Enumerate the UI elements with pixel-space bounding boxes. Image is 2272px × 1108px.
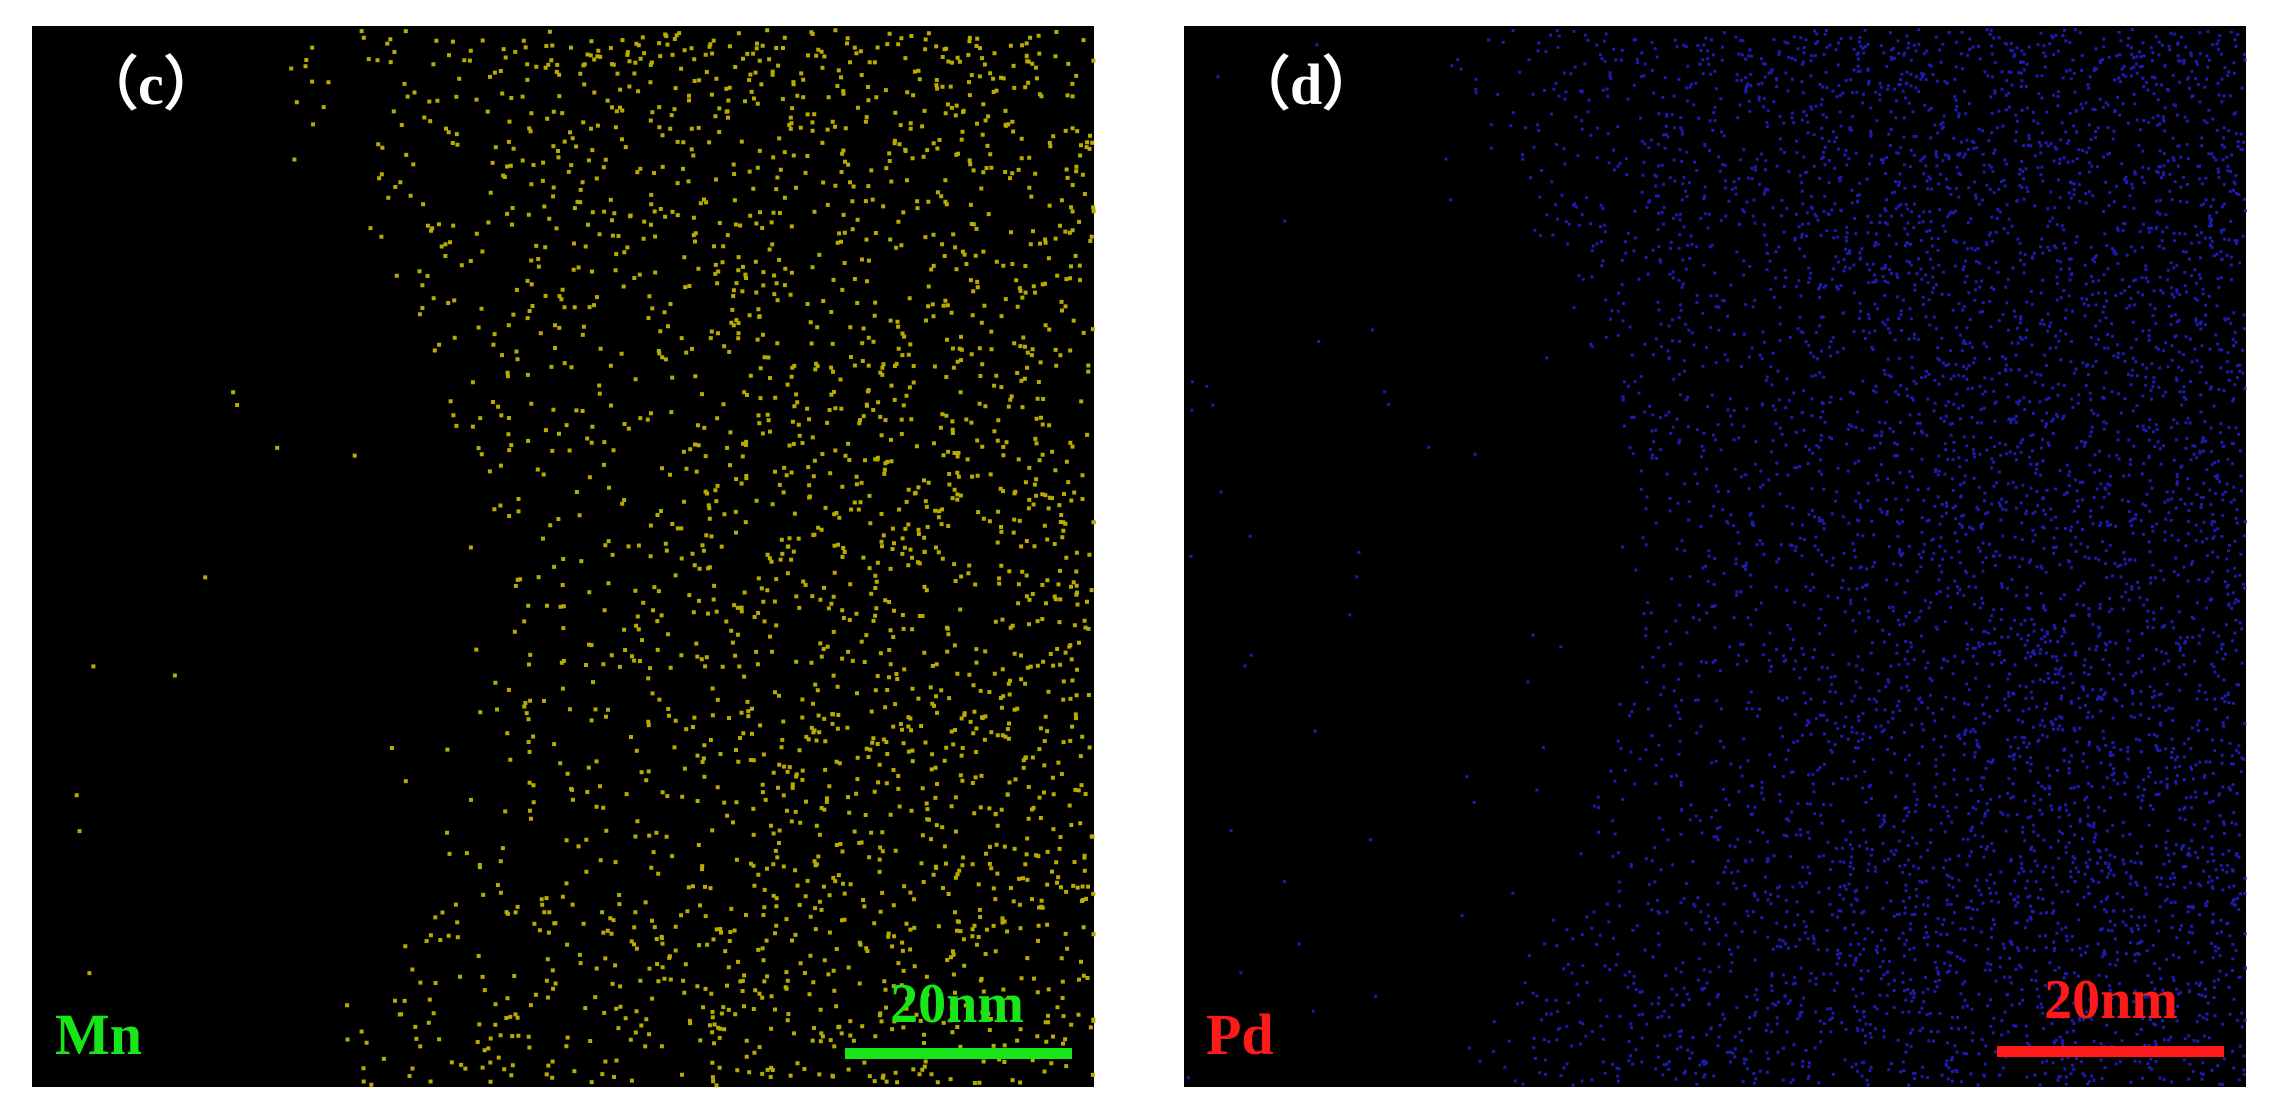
- element-label: Pd: [1206, 1002, 1274, 1067]
- panel-pd-map: （d） Pd 20nm: [1184, 26, 2247, 1087]
- pd-signal: [1186, 28, 2247, 1087]
- map-frame: [1184, 26, 2246, 1087]
- panel-label: （d）: [1232, 52, 1380, 117]
- scale-bar: [1997, 1046, 2224, 1057]
- scale-bar-label: 20nm: [2044, 969, 2178, 1031]
- scale-bar-label: 20nm: [890, 973, 1024, 1035]
- map-frame: [32, 26, 1094, 1087]
- scale-bar: [845, 1048, 1072, 1059]
- panel-label: （c）: [80, 52, 222, 117]
- panel-mn-map: （c） Mn 20nm: [32, 26, 1096, 1088]
- element-label: Mn: [55, 1002, 142, 1067]
